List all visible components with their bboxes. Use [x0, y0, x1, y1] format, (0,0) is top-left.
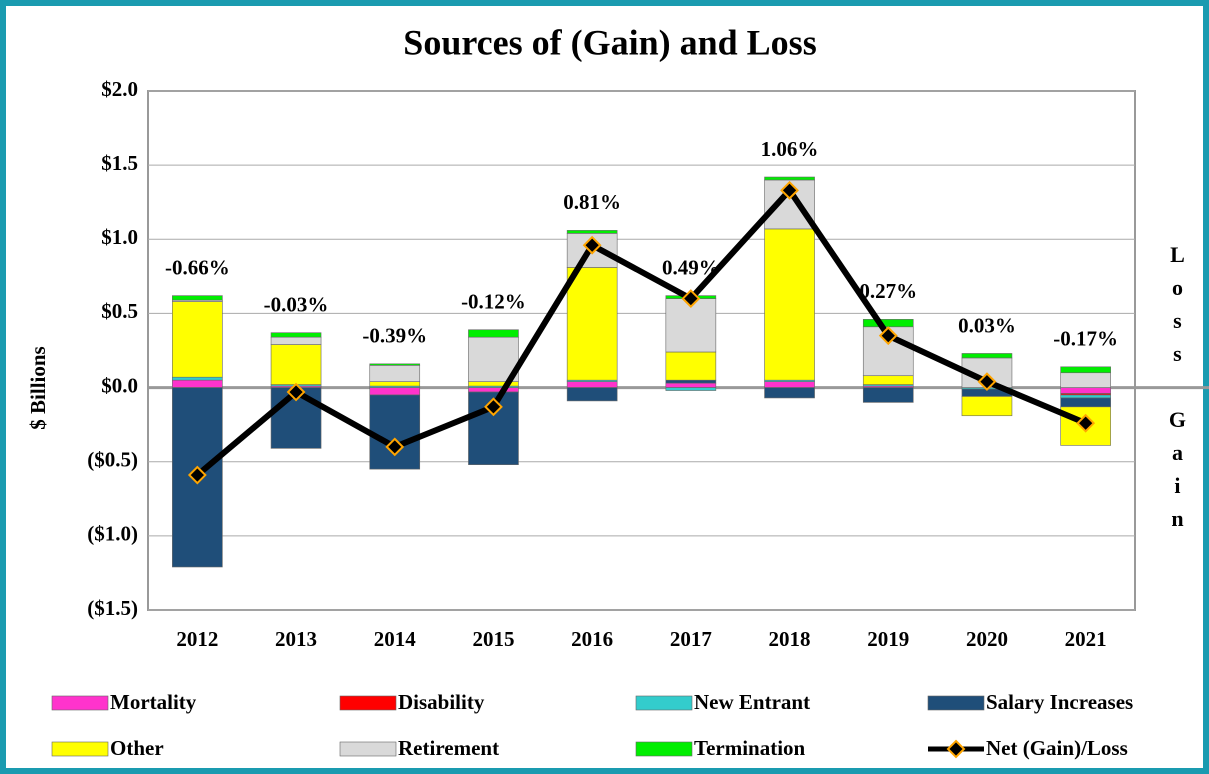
legend-swatch [51, 695, 109, 711]
x-tick-label: 2015 [472, 627, 514, 651]
bar [1060, 394, 1111, 399]
annotation: -0.17% [1053, 327, 1118, 351]
bar [862, 375, 914, 385]
legend-swatch [927, 695, 985, 711]
bar [764, 381, 815, 388]
legend-swatch [635, 695, 693, 711]
bar [961, 353, 1013, 359]
y-tick-label: $1.5 [101, 151, 138, 175]
annotation: 0.27% [859, 279, 917, 303]
y-tick-label: ($1.0) [87, 522, 138, 546]
legend-swatch [635, 741, 693, 757]
bar [1060, 366, 1111, 374]
bar [369, 365, 421, 382]
bar [468, 387, 519, 393]
x-tick-label: 2020 [966, 627, 1008, 651]
side-label: Loss [1165, 242, 1190, 374]
line [195, 187, 1087, 478]
x-tick-label: 2021 [1065, 627, 1107, 651]
bar [369, 363, 421, 366]
y-tick-label: ($0.5) [87, 448, 138, 472]
x-tick-label: 2014 [374, 627, 417, 651]
legend-label: New Entrant [694, 690, 810, 714]
bar [369, 394, 421, 470]
legend-label: Mortality [110, 690, 197, 714]
y-tick-label: $0.0 [101, 373, 138, 397]
bar [764, 228, 815, 381]
y-tick-label: $0.5 [101, 299, 138, 323]
bar [566, 267, 618, 381]
annotation: -0.66% [165, 255, 230, 279]
side-label: Gain [1165, 407, 1190, 539]
bar [862, 387, 914, 403]
bar [1060, 387, 1111, 394]
line-marker [977, 372, 997, 392]
annotation: 0.03% [958, 313, 1016, 337]
bar [369, 387, 421, 396]
y-axis-label: $ Billions [26, 346, 50, 429]
x-tick-label: 2016 [571, 627, 613, 651]
legend-label: Other [110, 736, 164, 760]
bar [1060, 397, 1111, 408]
legend-label: Termination [694, 736, 806, 760]
bar [468, 329, 519, 338]
bar [172, 376, 223, 381]
bar [665, 379, 717, 384]
legend-swatch [946, 739, 966, 759]
line-marker [878, 326, 898, 346]
legend-label: Retirement [398, 736, 499, 760]
line-marker [1076, 413, 1096, 433]
legend-label: Salary Increases [986, 690, 1133, 714]
y-tick-label: $1.0 [101, 225, 138, 249]
bar [270, 344, 322, 385]
x-tick-label: 2018 [769, 627, 811, 651]
bar [961, 396, 1013, 417]
line-marker [681, 289, 701, 309]
line-marker [484, 397, 503, 417]
bar [270, 336, 322, 345]
bar [665, 387, 717, 391]
legend-swatch [51, 741, 109, 757]
bar [665, 351, 717, 381]
y-tick-label: $2.0 [101, 77, 138, 101]
bar [369, 381, 421, 387]
bar [270, 332, 322, 338]
bar [172, 295, 223, 301]
bar [172, 379, 223, 388]
bar [665, 382, 717, 388]
legend-label: Disability [398, 690, 485, 714]
annotation: -0.39% [362, 324, 427, 348]
bar [862, 319, 914, 328]
x-tick-label: 2017 [670, 627, 712, 651]
annotation: -0.12% [461, 290, 526, 314]
bar [1060, 372, 1111, 388]
line-marker [385, 437, 405, 457]
bar [566, 381, 618, 388]
line-marker [582, 235, 602, 255]
legend-label: Net (Gain)/Loss [986, 736, 1128, 760]
bar [172, 301, 223, 378]
legend-swatch [339, 741, 397, 757]
bar [764, 387, 815, 399]
chart-title: Sources of (Gain) and Loss [403, 22, 816, 62]
x-tick-label: 2019 [867, 627, 909, 651]
annotation: -0.03% [264, 293, 329, 317]
bar [764, 176, 815, 181]
line-marker [187, 465, 207, 485]
annotation: 0.81% [563, 190, 621, 214]
bar [566, 230, 618, 234]
x-tick-label: 2012 [176, 627, 218, 651]
line-marker [286, 382, 306, 402]
y-tick-label: ($1.5) [87, 596, 138, 620]
line-marker [780, 180, 799, 200]
annotation: 1.06% [761, 137, 819, 161]
legend-swatch [339, 695, 397, 711]
bar [566, 387, 618, 402]
x-tick-label: 2013 [275, 627, 317, 651]
